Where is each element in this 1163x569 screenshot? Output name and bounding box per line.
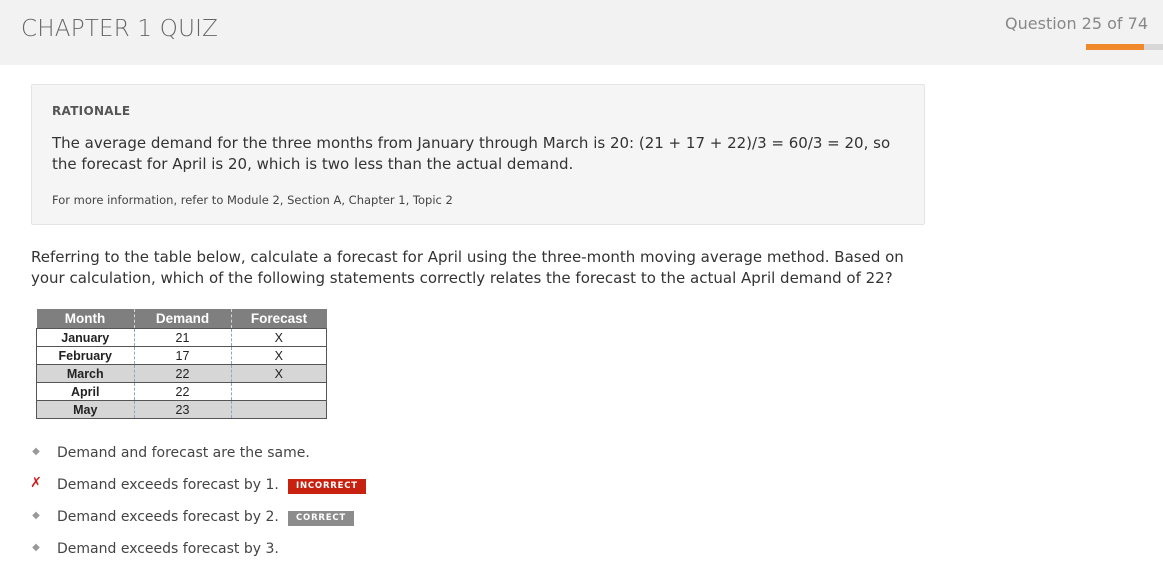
rationale-more-info: For more information, refer to Module 2,… [52, 193, 453, 207]
table-row: February 17 X [36, 346, 327, 365]
demand-cell: 17 [134, 346, 232, 365]
answer-option-2[interactable]: ✗ Demand exceeds forecast by 1. INCORREC… [0, 474, 600, 498]
table-header-month: Month [36, 309, 135, 329]
rationale-body: The average demand for the three months … [52, 134, 891, 173]
forecast-cell: X [231, 364, 327, 383]
forecast-cell [231, 400, 327, 419]
x-mark-icon: ✗ [30, 475, 42, 491]
diamond-icon: ◆ [32, 510, 40, 521]
forecast-cell [231, 382, 327, 401]
demand-cell: 23 [134, 400, 232, 419]
diamond-icon: ◆ [32, 542, 40, 553]
answer-option-text: Demand exceeds forecast by 2. [57, 509, 279, 525]
answer-option-4[interactable]: ◆ Demand exceeds forecast by 3. [0, 538, 600, 562]
table-header-forecast: Forecast [231, 309, 327, 329]
month-cell: May [36, 400, 135, 419]
table-row: April 22 [36, 382, 327, 401]
quiz-header: CHAPTER 1 QUIZ Question 25 of 74 [0, 0, 1163, 65]
correct-badge: CORRECT [288, 511, 354, 526]
answer-option-text: Demand and forecast are the same. [57, 445, 310, 461]
forecast-cell: X [231, 328, 327, 347]
table-header-demand: Demand [134, 309, 232, 329]
demand-cell: 22 [134, 364, 232, 383]
question-text: Referring to the table below, calculate … [31, 248, 904, 287]
table-row: March 22 X [36, 364, 327, 383]
answer-option-1[interactable]: ◆ Demand and forecast are the same. [0, 442, 600, 466]
month-cell: April [36, 382, 135, 401]
demand-table: Month Demand Forecast January 21 X Febru… [36, 309, 327, 419]
table-row: May 23 [36, 400, 327, 419]
month-cell: March [36, 364, 135, 383]
diamond-icon: ◆ [32, 446, 40, 457]
month-cell: February [36, 346, 135, 365]
quiz-title: CHAPTER 1 QUIZ [21, 16, 219, 42]
progress-fill [1086, 44, 1144, 50]
forecast-cell: X [231, 346, 327, 365]
question-counter: Question 25 of 74 [1005, 14, 1148, 33]
answer-option-text: Demand exceeds forecast by 3. [57, 541, 279, 557]
demand-cell: 21 [134, 328, 232, 347]
rationale-panel: RATIONALE The average demand for the thr… [31, 84, 925, 225]
answer-option-3[interactable]: ◆ Demand exceeds forecast by 2. CORRECT [0, 506, 600, 530]
demand-cell: 22 [134, 382, 232, 401]
table-row: January 21 X [36, 328, 327, 347]
rationale-heading: RATIONALE [52, 104, 131, 118]
answer-option-text: Demand exceeds forecast by 1. [57, 477, 279, 493]
incorrect-badge: INCORRECT [288, 479, 366, 494]
month-cell: January [36, 328, 135, 347]
progress-bar [1086, 44, 1163, 50]
